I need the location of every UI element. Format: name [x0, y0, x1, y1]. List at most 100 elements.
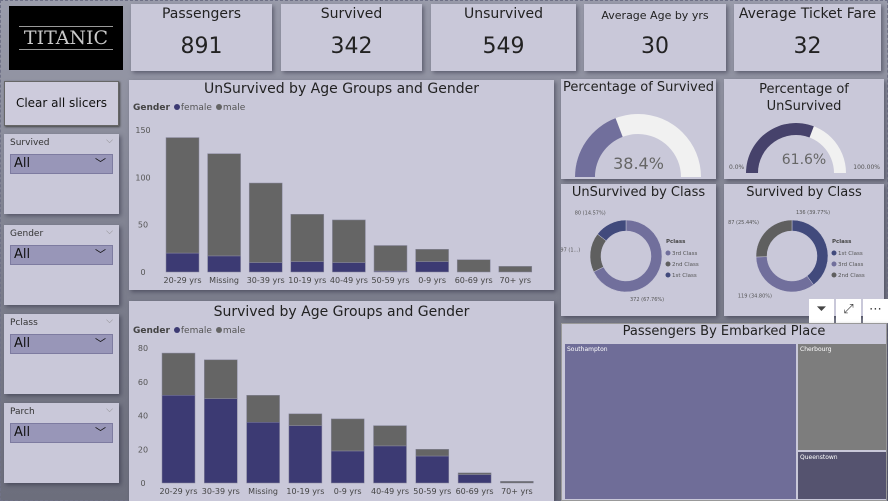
cell-label: Cherbourg [800, 346, 832, 353]
survived-dropdown[interactable]: All ﹀ [10, 154, 113, 174]
bar-male[interactable] [207, 153, 241, 257]
bar-male[interactable] [290, 214, 325, 262]
bar-female[interactable] [415, 455, 450, 484]
treemap-cell-cherbourg[interactable]: Cherbourg [798, 344, 886, 450]
bar-female[interactable] [373, 445, 407, 484]
x-tick-label: 40-49 yrs [371, 487, 409, 496]
bar-female[interactable] [161, 395, 196, 484]
legend-male[interactable]: male [222, 326, 246, 336]
kpi-label: Survived [320, 6, 383, 22]
kpi-value: 549 [482, 34, 525, 59]
bar-female[interactable] [207, 255, 241, 273]
gauge-fill[interactable] [575, 118, 623, 177]
bar-plot: 0 50 100 150 20-29 yrs Missing 30-39 yrs 10-19 … [135, 126, 533, 285]
embarked-treemap: Passengers By Embarked Place Southampton… [561, 323, 887, 501]
bar-female[interactable] [290, 261, 325, 273]
bar-male[interactable] [457, 472, 492, 475]
legend-dot [665, 250, 671, 256]
bar-male[interactable] [415, 249, 449, 262]
collapse-icon[interactable]: ⌵ [106, 316, 113, 326]
chart-legend: Gender female male [133, 326, 245, 336]
chart-title: Survived by Class [746, 185, 862, 200]
legend-item[interactable]: 3rd Class [672, 251, 698, 257]
focus-mode-icon[interactable]: ⤢ [836, 299, 861, 323]
bar-female[interactable] [288, 425, 323, 484]
kpi-average-age: Average Age by yrs 30 [584, 4, 726, 71]
bar-male[interactable] [500, 481, 534, 484]
legend-female[interactable]: female [180, 326, 212, 336]
more-options-icon[interactable]: ⋯ [863, 299, 888, 323]
legend-item[interactable]: 1st Class [838, 251, 863, 257]
donut-slice[interactable] [597, 219, 627, 242]
legend-male[interactable]: male [222, 103, 246, 113]
bar-male[interactable] [204, 359, 238, 399]
treemap-cell-queenstown[interactable]: Queenstown [798, 452, 886, 499]
bar-male[interactable] [332, 219, 366, 263]
titanic-logo: TITANIC [9, 6, 123, 70]
bar-male[interactable] [373, 425, 407, 447]
bar-male[interactable] [248, 182, 283, 263]
slice-data-label: 372 (67.76%) [630, 297, 664, 303]
gauge-title: Percentage of Survived [562, 80, 714, 95]
donut-slice[interactable] [755, 256, 814, 293]
donut-slice[interactable] [593, 219, 663, 293]
x-tick-label: 20-29 yrs [160, 487, 198, 496]
slice-data-label: 97 (1...) [561, 247, 580, 253]
dropdown-value: All [14, 425, 31, 440]
bar-female[interactable] [457, 474, 492, 484]
bar-male[interactable] [246, 395, 280, 423]
bar-female[interactable] [204, 398, 238, 484]
pclass-dropdown[interactable]: All ﹀ [10, 334, 113, 354]
legend-female[interactable]: female [180, 103, 212, 113]
legend-item[interactable]: 1st Class [672, 273, 697, 279]
kpi-label: Passengers [161, 6, 242, 22]
legend-title: Gender [133, 103, 170, 113]
bar-female[interactable] [415, 261, 449, 273]
legend-item[interactable]: 3rd Class [838, 262, 864, 268]
legend-title: Pclass [832, 239, 852, 245]
bar-male[interactable] [498, 266, 533, 273]
bar-male[interactable] [415, 449, 450, 457]
y-tick-label: 150 [135, 126, 150, 135]
bar-male[interactable] [165, 137, 200, 254]
bar-female[interactable] [248, 262, 283, 273]
chart-legend: Gender female male [133, 103, 245, 113]
x-tick-label: 60-69 yrs [456, 487, 494, 496]
bar-female[interactable] [330, 450, 365, 484]
donut-slice[interactable] [589, 233, 607, 273]
kpi-label: Average Ticket Fare [738, 6, 877, 22]
slicer-survived: Survived ⌵ All ﹀ [4, 134, 119, 214]
donut-plot: 372 (67.76%) 97 (1...) 80 (14.57%) Pclass 3r… [561, 211, 699, 303]
bar-female[interactable] [246, 422, 280, 484]
bar-male[interactable] [456, 259, 491, 273]
legend-dot-female [173, 104, 180, 110]
chevron-down-icon: ﹀ [95, 248, 106, 261]
legend-item[interactable]: 2nd Class [672, 262, 699, 268]
legend-title: Gender [133, 326, 170, 336]
y-tick-label: 80 [138, 344, 148, 353]
treemap-cell-southampton[interactable]: Southampton [565, 344, 796, 499]
bar-female[interactable] [332, 262, 366, 273]
legend-item[interactable]: 2nd Class [838, 273, 865, 279]
bar-male[interactable] [161, 352, 196, 396]
filter-icon[interactable]: ⏷ [809, 299, 834, 323]
x-tick-label: 40-49 yrs [330, 276, 368, 285]
bar-female[interactable] [165, 252, 200, 273]
bar-male[interactable] [330, 418, 365, 452]
donut-slice[interactable] [791, 219, 829, 286]
x-tick-label: 0-9 yrs [334, 487, 362, 496]
bar-male[interactable] [373, 245, 408, 272]
collapse-icon[interactable]: ⌵ [106, 405, 113, 415]
dropdown-value: All [14, 156, 31, 171]
cell-label: Southampton [567, 346, 608, 353]
gauge-value: 38.4% [613, 154, 664, 173]
clear-all-slicers-button[interactable]: Clear all slicers [4, 81, 119, 126]
collapse-icon[interactable]: ⌵ [106, 136, 113, 146]
collapse-icon[interactable]: ⌵ [106, 227, 113, 237]
donut-slice[interactable] [755, 219, 793, 258]
slicer-label: Survived [10, 138, 50, 148]
bar-male[interactable] [288, 413, 323, 426]
gender-dropdown[interactable]: All ﹀ [10, 245, 113, 265]
gauge-fill[interactable] [746, 123, 814, 173]
parch-dropdown[interactable]: All ﹀ [10, 423, 113, 443]
